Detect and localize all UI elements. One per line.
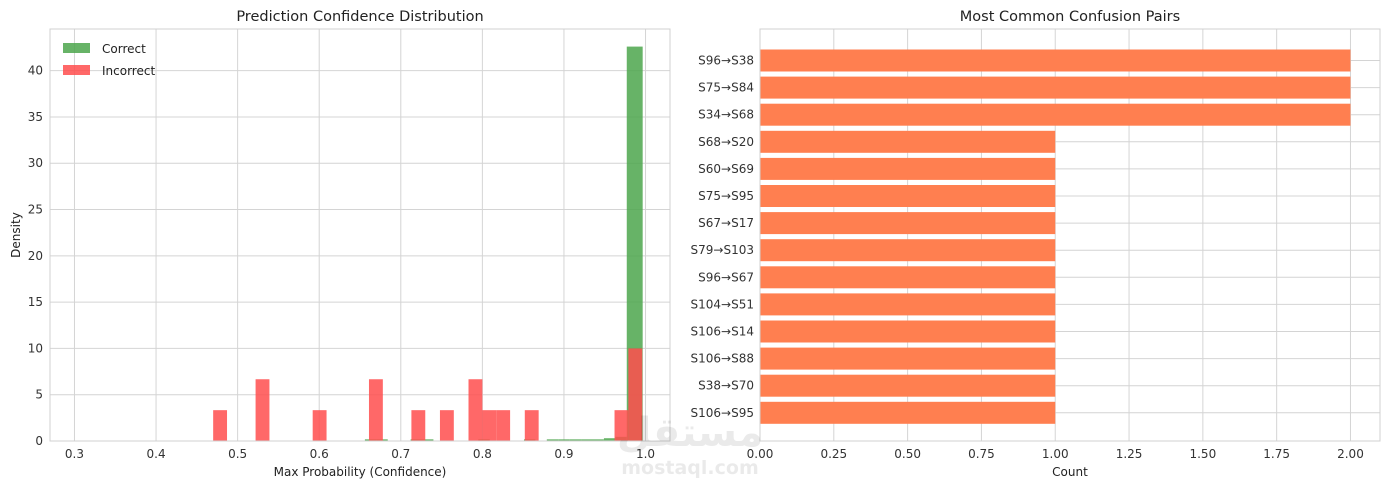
category-label: S96→S38: [698, 54, 754, 68]
legend-label-incorrect: Incorrect: [102, 64, 155, 78]
confusion-bar: [760, 401, 1056, 424]
left-y-tick-label: 25: [28, 203, 43, 217]
histogram-bar-incorrect: [312, 410, 327, 441]
left-gridlines: [50, 29, 670, 442]
legend: Correct Incorrect: [63, 42, 155, 78]
confusion-bar: [760, 76, 1351, 99]
histogram-bar-incorrect: [496, 410, 511, 441]
category-label: S60→S69: [698, 162, 754, 176]
confusion-bar: [760, 374, 1056, 397]
left-y-tick-label: 40: [28, 64, 43, 78]
category-label: S38→S70: [698, 379, 754, 393]
left-x-tick-label: 1.0: [636, 447, 655, 461]
watermark-logo-text: مستقل: [617, 410, 763, 456]
legend-swatch-incorrect: [63, 65, 90, 75]
histogram-bar-incorrect: [628, 348, 643, 441]
confidence-histogram-panel: Prediction Confidence Distribution 0.3 0.…: [9, 9, 671, 479]
category-label: S96→S67: [698, 270, 754, 284]
confusion-bar: [760, 239, 1056, 262]
left-y-tick-label: 0: [35, 434, 43, 448]
right-x-tick-label: 1.25: [1116, 447, 1143, 461]
category-label: S34→S68: [698, 108, 754, 122]
confusion-bar: [760, 49, 1351, 72]
category-label: S106→S14: [691, 325, 754, 339]
left-x-tick-label: 0.3: [65, 447, 84, 461]
category-label: S104→S51: [691, 297, 754, 311]
histogram-bar-correct: [603, 438, 616, 441]
confusion-bar: [760, 320, 1056, 343]
right-x-tick-label: 1.50: [1189, 447, 1216, 461]
left-x-tick-label: 0.6: [310, 447, 329, 461]
left-x-tick-label: 0.7: [391, 447, 410, 461]
confusion-bar: [760, 157, 1056, 180]
right-category-labels: S96→S38 S75→S84 S34→S68 S68→S20 S60→S69 S75→S…: [691, 54, 754, 420]
right-bars: [760, 49, 1351, 424]
left-y-tick-label: 35: [28, 110, 43, 124]
right-x-tick-label: 2.00: [1337, 447, 1364, 461]
right-x-tick-label: 0.00: [747, 447, 774, 461]
right-plot-frame: [759, 28, 1381, 442]
confusion-bar: [760, 347, 1056, 370]
left-chart-title: Prediction Confidence Distribution: [236, 9, 483, 25]
left-y-ticks: 0 5 10 15 20 25 30 35 40: [28, 64, 43, 448]
left-x-tick-label: 0.8: [473, 447, 492, 461]
histogram-bar-incorrect: [524, 410, 539, 441]
histogram-bar-correct: [546, 439, 559, 441]
category-label: S106→S88: [691, 352, 754, 366]
confusion-bar: [760, 266, 1056, 289]
category-label: S106→S95: [691, 406, 754, 420]
histogram-bar-correct: [626, 46, 643, 442]
left-y-axis-label: Density: [9, 212, 23, 258]
legend-swatch-correct: [63, 43, 90, 53]
left-x-ticks: 0.3 0.4 0.5 0.6 0.7 0.8 0.9 1.0: [65, 447, 655, 461]
watermark-url: mostaql.com: [621, 457, 759, 479]
histogram-bar-correct: [422, 439, 434, 441]
confusion-bar: [760, 185, 1056, 207]
histogram-bar-correct: [558, 439, 570, 441]
right-x-tick-label: 1.00: [1042, 447, 1069, 461]
right-x-ticks: 0.00 0.25 0.50 0.75 1.00 1.25 1.50 1.75 2.00: [747, 447, 1364, 461]
left-x-tick-label: 0.9: [554, 447, 573, 461]
histogram-bar-incorrect: [468, 379, 483, 441]
category-label: S79→S103: [691, 243, 754, 257]
category-label: S67→S17: [698, 216, 754, 230]
watermark: مستقل mostaql.com: [617, 410, 763, 479]
category-label: S68→S20: [698, 135, 754, 149]
category-label: S75→S95: [698, 189, 754, 203]
legend-label-correct: Correct: [102, 42, 146, 56]
histogram-bar-correct: [569, 439, 582, 441]
left-y-tick-label: 15: [28, 295, 43, 309]
right-x-axis-label: Count: [1052, 465, 1088, 479]
left-bars: [213, 46, 643, 442]
histogram-bar-incorrect: [411, 410, 426, 441]
left-y-tick-label: 20: [28, 249, 43, 263]
histogram-bar-correct: [581, 439, 593, 441]
left-plot-frame: [49, 28, 671, 442]
histogram-bar-incorrect: [439, 410, 454, 441]
histogram-bar-incorrect: [255, 379, 270, 441]
right-x-tick-label: 0.75: [968, 447, 995, 461]
confusion-bar: [760, 212, 1056, 235]
confusion-bar: [760, 103, 1351, 126]
histogram-bar-correct: [592, 439, 604, 441]
histogram-bar-incorrect: [482, 410, 497, 441]
left-y-tick-label: 5: [35, 388, 43, 402]
category-label: S75→S84: [698, 81, 754, 95]
confusion-bar: [760, 130, 1056, 153]
left-y-tick-label: 30: [28, 156, 43, 170]
left-x-tick-label: 0.4: [147, 447, 166, 461]
left-x-axis-label: Max Probability (Confidence): [274, 465, 447, 479]
right-x-tick-label: 1.75: [1263, 447, 1290, 461]
histogram-bar-incorrect: [368, 379, 383, 441]
histogram-bar-incorrect: [614, 410, 629, 441]
left-y-tick-label: 10: [28, 341, 43, 355]
right-chart-title: Most Common Confusion Pairs: [960, 9, 1180, 25]
right-x-tick-label: 0.50: [894, 447, 921, 461]
right-x-tick-label: 0.25: [820, 447, 847, 461]
left-x-tick-label: 0.5: [228, 447, 247, 461]
confusion-pairs-panel: Most Common Confusion Pairs 0.00 0.25 0.50…: [691, 9, 1381, 479]
histogram-bar-incorrect: [213, 410, 228, 441]
confusion-bar: [760, 293, 1056, 316]
